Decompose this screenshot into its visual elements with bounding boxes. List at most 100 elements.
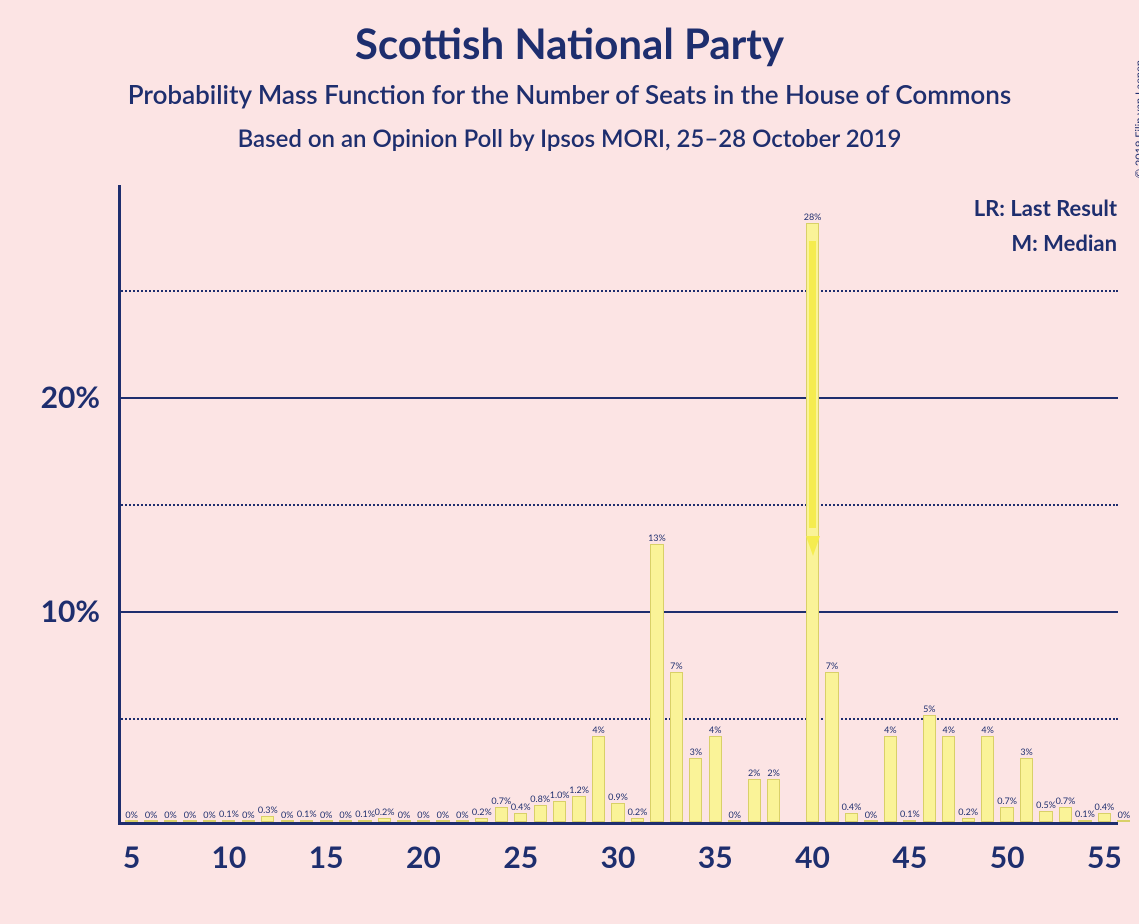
bar (534, 805, 547, 822)
bar (339, 820, 352, 822)
bar-value-label: 0% (339, 809, 351, 820)
bar-value-label: 0% (320, 809, 332, 820)
gridline-major (118, 611, 1118, 613)
chart-source: Based on an Opinion Poll by Ipsos MORI, … (0, 124, 1139, 153)
bar (125, 820, 138, 822)
bar-value-label: 0.8% (530, 793, 550, 804)
bar-value-label: 0.2% (628, 806, 648, 817)
bar-value-label: 0.7% (1056, 795, 1076, 806)
bar (281, 820, 294, 822)
bar (1078, 820, 1091, 822)
bar-value-label: 0.2% (958, 806, 978, 817)
copyright-label: © 2019 Filip van Laenen (1133, 60, 1139, 178)
bar (864, 820, 877, 822)
xtick-label: 20 (406, 839, 441, 875)
bar-value-label: 0% (398, 809, 410, 820)
bar (261, 816, 274, 822)
bar-value-label: 0% (865, 809, 877, 820)
bar (962, 818, 975, 822)
bar (689, 758, 702, 822)
chart-title: Scottish National Party (0, 18, 1139, 68)
bar (728, 820, 741, 822)
bar-value-label: 0.1% (219, 808, 239, 819)
bar (436, 820, 449, 822)
bar-value-label: 2% (767, 767, 779, 778)
bar-value-label: 1.2% (569, 784, 589, 795)
bar-value-label: 0% (417, 809, 429, 820)
bar-value-label: 4% (981, 724, 993, 735)
bar-value-label: 0.4% (1094, 801, 1114, 812)
bar-value-label: 0.4% (511, 801, 531, 812)
xtick-label: 25 (503, 839, 538, 875)
bar (592, 736, 605, 822)
bar (631, 818, 644, 822)
xtick-label: 40 (795, 839, 830, 875)
bar (1059, 807, 1072, 822)
bar (611, 803, 624, 822)
bar (1098, 813, 1111, 822)
xtick-label: 50 (990, 839, 1025, 875)
title-block: Scottish National Party Probability Mass… (0, 0, 1139, 153)
chart-subtitle: Probability Mass Function for the Number… (0, 78, 1139, 110)
bar (222, 820, 235, 822)
bar (320, 820, 333, 822)
chart-area: 10%20%5101520253035404550550%0%0%0%0%0.1… (118, 185, 1118, 825)
gridline-minor (118, 718, 1118, 720)
bar-value-label: 0% (184, 809, 196, 820)
xtick-label: 15 (309, 839, 344, 875)
bar-value-label: 4% (943, 724, 955, 735)
bar-value-label: 0.1% (355, 808, 375, 819)
median-arrow-head (806, 536, 820, 556)
bar (358, 820, 371, 822)
bar-value-label: 2% (748, 767, 760, 778)
bar (203, 820, 216, 822)
bar (981, 736, 994, 822)
bar-value-label: 0.4% (842, 801, 862, 812)
bar (650, 544, 663, 822)
xtick-label: 5 (123, 839, 140, 875)
bar (514, 813, 527, 822)
bar (1117, 820, 1130, 822)
bar-value-label: 0% (145, 809, 157, 820)
bar (825, 672, 838, 822)
bar (495, 807, 508, 822)
bar (884, 736, 897, 822)
gridline-minor (118, 504, 1118, 506)
ytick-label: 20% (0, 379, 100, 415)
bar (475, 818, 488, 822)
xtick-label: 35 (698, 839, 733, 875)
bar-value-label: 0.7% (997, 795, 1017, 806)
bar-value-label: 0% (242, 809, 254, 820)
bar-value-label: 0.1% (1075, 808, 1095, 819)
bar-value-label: 0.3% (258, 804, 278, 815)
bar (1039, 811, 1052, 822)
bar-value-label: 13% (648, 532, 666, 543)
bar (242, 820, 255, 822)
bar-value-label: 1.0% (550, 789, 570, 800)
bar (923, 715, 936, 822)
bar (845, 813, 858, 822)
bar (748, 779, 761, 822)
bar-value-label: 0% (203, 809, 215, 820)
gridline-minor (118, 290, 1118, 292)
bar-value-label: 0.1% (297, 808, 317, 819)
bar (144, 820, 157, 822)
bar-value-label: 0.1% (900, 808, 920, 819)
median-arrow-stem (809, 241, 816, 529)
bar-value-label: 28% (804, 211, 822, 222)
bar-value-label: 7% (826, 660, 838, 671)
bar (1020, 758, 1033, 822)
bar (300, 820, 313, 822)
bar-value-label: 0.5% (1036, 799, 1056, 810)
bar (767, 779, 780, 822)
bar-value-label: 0% (729, 809, 741, 820)
bar-value-label: 0% (437, 809, 449, 820)
xtick-label: 30 (601, 839, 636, 875)
bar-value-label: 0% (1118, 809, 1130, 820)
bar-value-label: 3% (1020, 746, 1032, 757)
bar-value-label: 0% (281, 809, 293, 820)
xtick-label: 55 (1087, 839, 1122, 875)
bar (903, 820, 916, 822)
bar (670, 672, 683, 822)
xtick-label: 45 (892, 839, 927, 875)
